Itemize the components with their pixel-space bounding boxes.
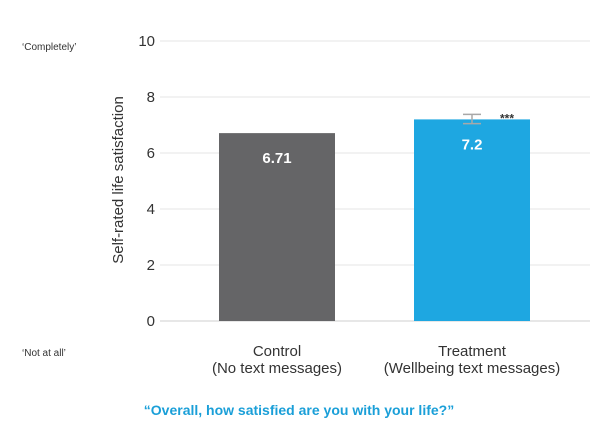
category-labels: Control(No text messages) Treatment(Wellb… [212, 343, 560, 377]
y-tick-label: 2 [147, 257, 155, 274]
data-label: 7.2 [462, 136, 483, 153]
significance-marker: *** [500, 111, 514, 125]
y-tick-label: 8 [147, 89, 155, 106]
bar [414, 119, 530, 322]
bar [219, 133, 335, 321]
error-bar [463, 113, 481, 125]
y-tick-label: 10 [138, 33, 155, 50]
data-label: 6.71 [262, 150, 291, 167]
y-tick-label: 0 [147, 313, 155, 330]
bars: 6.71 7.2 *** [219, 111, 530, 322]
x-tick-label: (Wellbeing text messages) [384, 360, 560, 377]
scale-anchor-top: ‘Completely’ [22, 42, 76, 53]
x-tick-label: (No text messages) [212, 360, 342, 377]
x-tick-label: Treatment [438, 343, 507, 360]
x-tick-label: Control [253, 343, 301, 360]
y-axis-ticks: 0 2 4 6 8 10 [138, 33, 155, 330]
survey-question: “Overall, how satisfied are you with you… [143, 402, 455, 418]
y-axis-label: Self-rated life satisfaction [110, 96, 127, 264]
scale-anchor-bottom: ‘Not at all’ [22, 348, 66, 359]
bar-chart: 0 2 4 6 8 10 Self-rated life satisfaction ‘Co… [22, 33, 590, 377]
y-tick-label: 4 [147, 201, 155, 218]
y-tick-label: 6 [147, 145, 155, 162]
